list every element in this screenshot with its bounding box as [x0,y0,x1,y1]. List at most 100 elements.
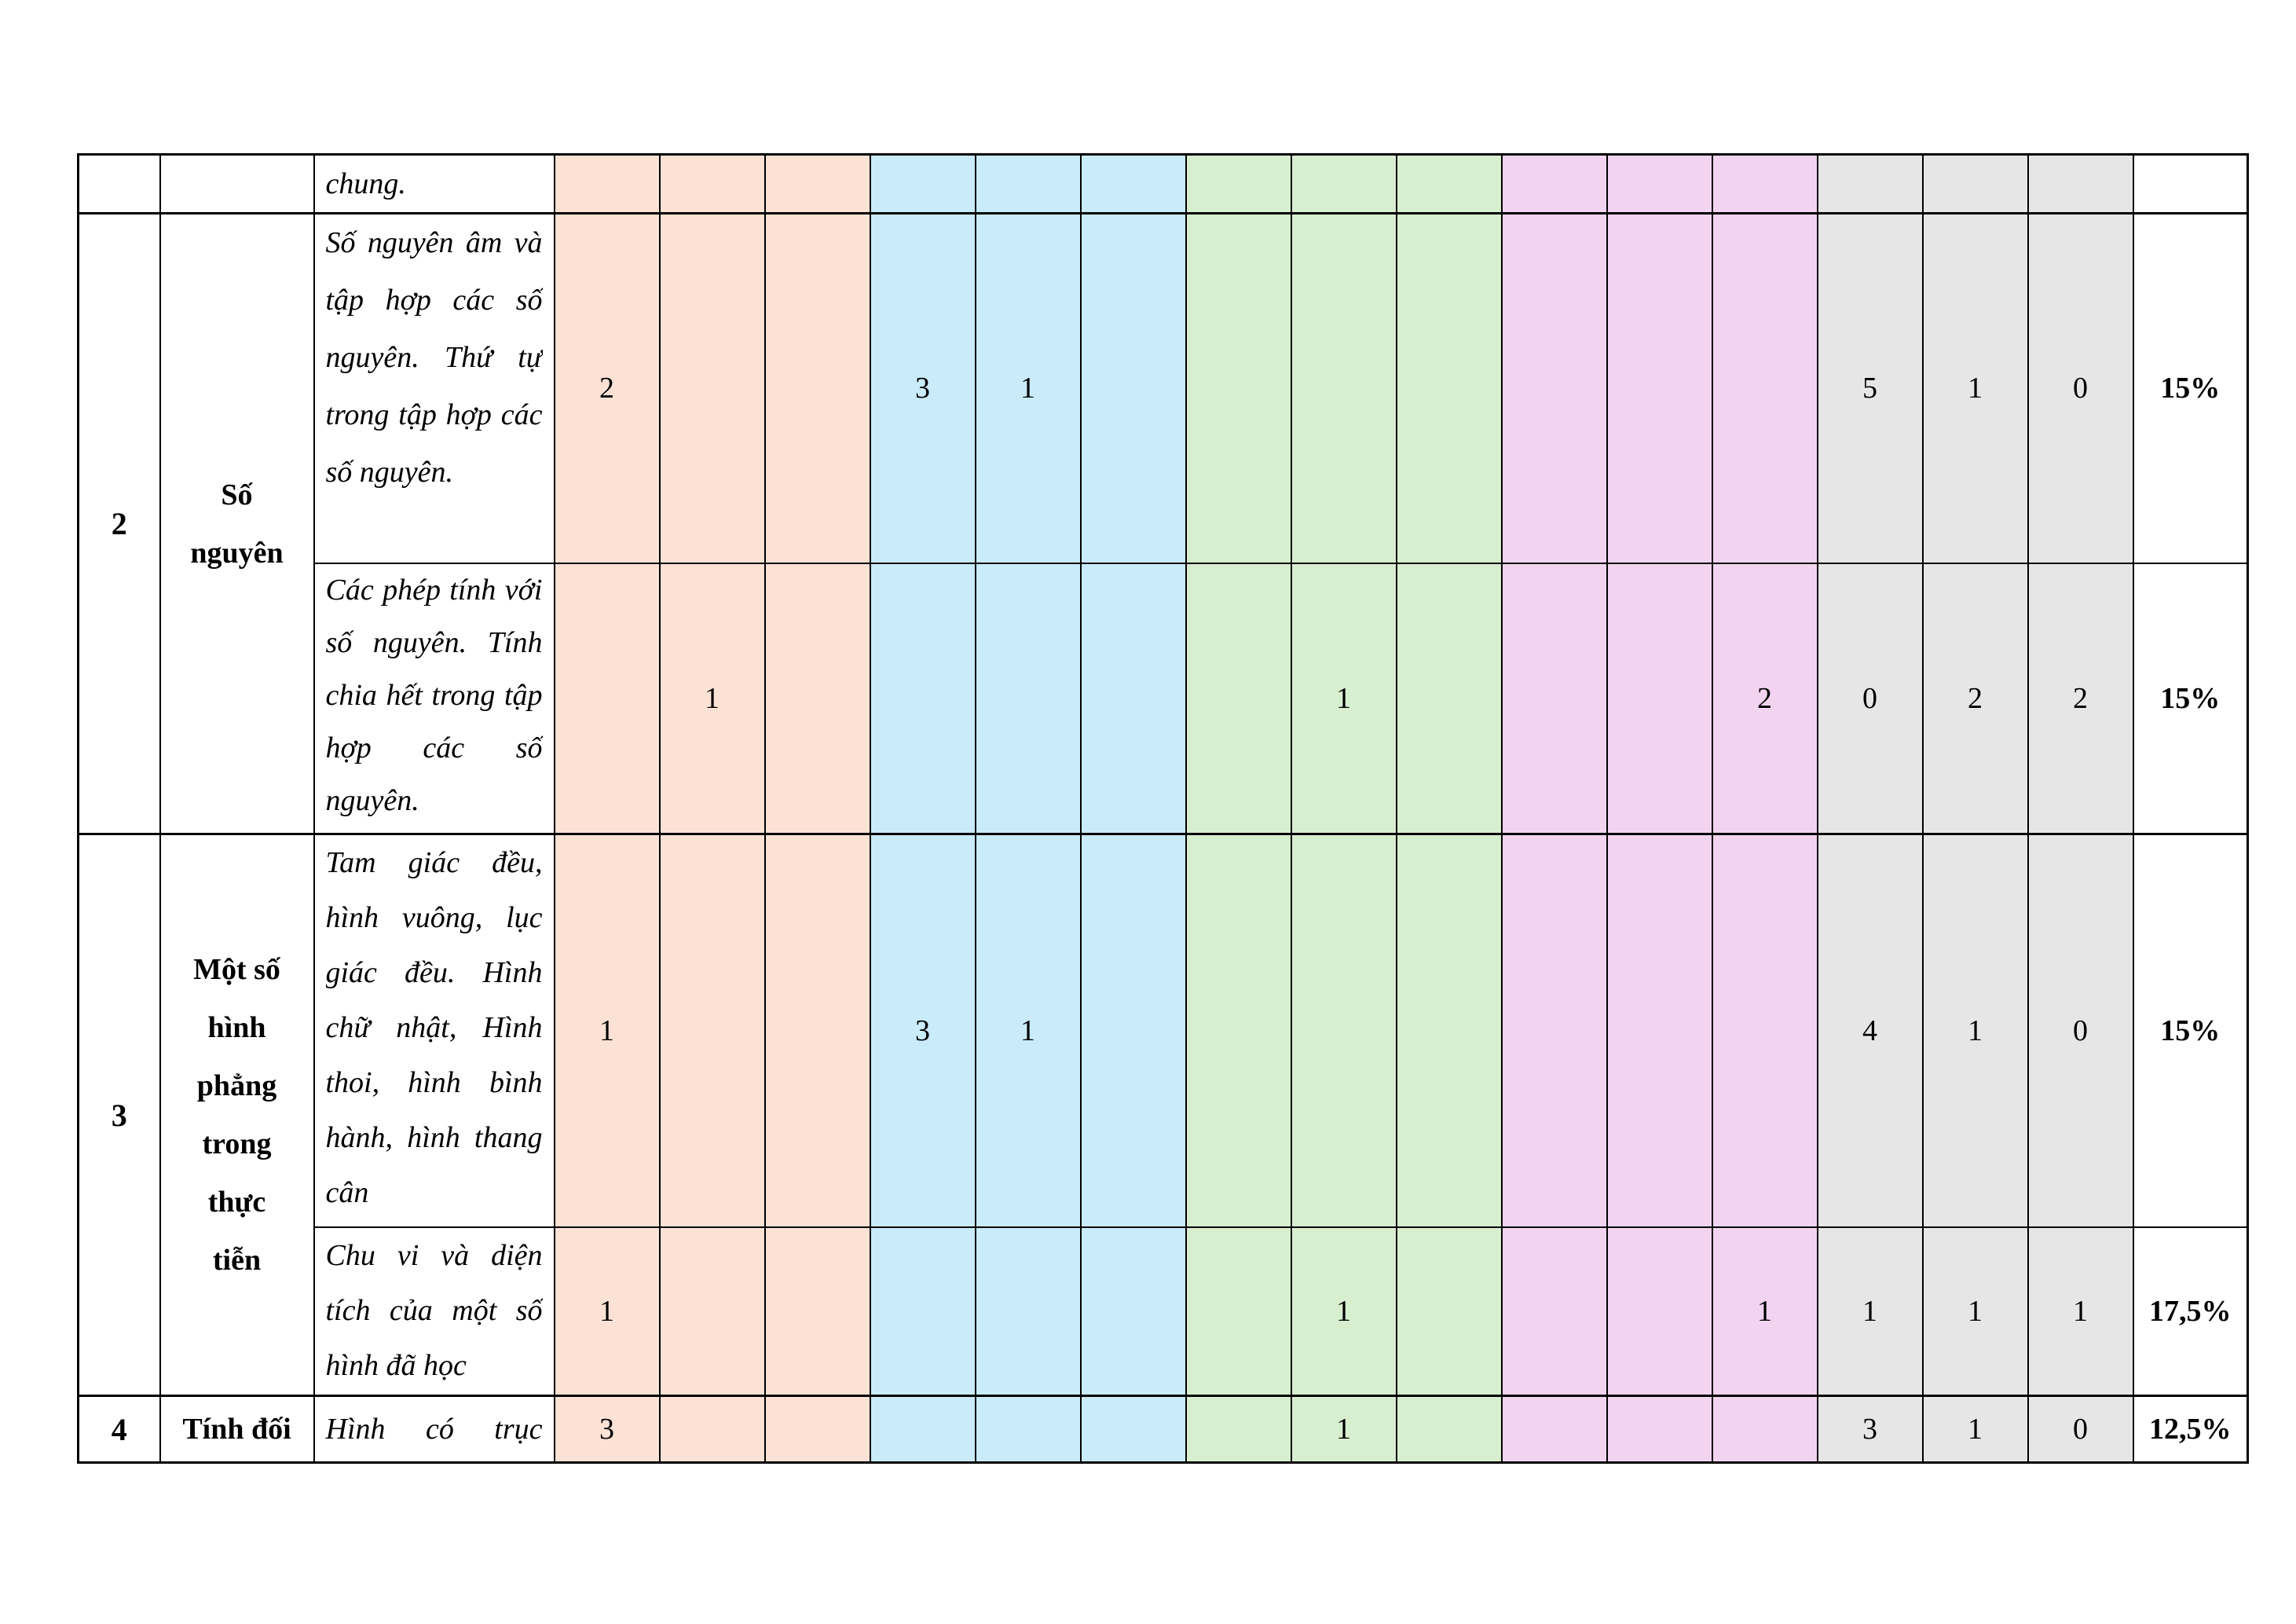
count-cell [658,153,766,214]
content-text: Tam giác đều, hình vuông, lục giác đều. … [325,846,543,1209]
count-cell: 3 [869,212,976,564]
count-cell [1500,1395,1608,1464]
table-row: Các phép tính với số nguyên. Tính chia h… [79,562,2249,835]
count-cell [974,1226,1082,1397]
count-cell [1500,212,1608,564]
count-cell [764,212,871,564]
count-cell [553,153,661,214]
count-cell: 1 [1290,562,1397,835]
count-cell [1079,153,1187,214]
count-cell [974,153,1082,214]
count-cell: 1 [1290,1395,1397,1464]
count-cell [1606,833,1713,1228]
count-cell [1395,212,1503,564]
percent-cell: 15% [2132,833,2249,1228]
count-cell [1185,212,1292,564]
content-text: Các phép tính với số nguyên. Tính chia h… [325,573,543,817]
count-cell: 3 [1816,1395,1924,1464]
content-cell: Số nguyên âm và tập hợp các số nguyên. T… [313,212,555,564]
content-cell: Các phép tính với số nguyên. Tính chia h… [313,562,555,835]
content-cell: Hình có trục [313,1395,555,1464]
count-cell: 1 [1290,1226,1397,1397]
topic-cell [159,153,315,214]
count-cell [553,562,661,835]
row-number-cell [77,153,161,214]
count-cell: 1 [974,833,1082,1228]
count-cell: 0 [2027,833,2134,1228]
count-cell [1079,562,1187,835]
count-cell: 0 [1816,562,1924,835]
count-cell [764,562,871,835]
count-cell [1079,833,1187,1228]
percent-cell [2132,153,2249,214]
count-cell [974,1395,1082,1464]
count-cell [1185,833,1292,1228]
count-cell [1500,833,1608,1228]
table-row: Chu vi và diện tích của một số hình đã h… [79,1226,2249,1397]
row-number-cell: 2 [77,212,161,835]
topic-cell: Số nguyên [159,212,315,835]
count-cell [1079,1395,1187,1464]
count-cell [1711,1395,1818,1464]
count-cell [1500,153,1608,214]
count-cell: 3 [869,833,976,1228]
count-cell [1290,833,1397,1228]
percent-cell: 17,5% [2132,1226,2249,1397]
topic-cell: Một số hình phẳng trong thực tiễn [159,833,315,1397]
count-cell: 1 [1816,1226,1924,1397]
percent-cell: 12,5% [2132,1395,2249,1464]
exam-specification-matrix-table: chung. 2 Số nguyên Số nguyên âm và tập h… [77,153,2249,1464]
count-cell [1606,562,1713,835]
row-number-cell: 4 [77,1395,161,1464]
table-row: 4 Tính đối Hình có trục 3 1 3 1 0 12,5% [77,1395,2249,1464]
count-cell [1500,562,1608,835]
count-cell [658,1395,766,1464]
count-cell [658,212,766,564]
content-text: Chu vi và diện tích của một số hình đã h… [325,1238,543,1382]
count-cell: 1 [1921,1395,2029,1464]
count-cell [1395,562,1503,835]
count-cell [764,1226,871,1397]
percent-cell: 15% [2132,212,2249,564]
count-cell [764,1395,871,1464]
count-cell [764,153,871,214]
count-cell [1711,153,1818,214]
count-cell [1395,1395,1503,1464]
count-cell [869,562,976,835]
count-cell [1606,153,1713,214]
count-cell [869,153,976,214]
row-number-cell: 3 [77,833,161,1397]
content-cell: chung. [313,153,555,214]
table-row: 2 Số nguyên Số nguyên âm và tập hợp các … [77,212,2249,835]
count-cell [658,1226,766,1397]
count-cell [1185,153,1292,214]
count-cell [869,1226,976,1397]
count-cell: 1 [658,562,766,835]
count-cell: 0 [2027,212,2134,564]
count-cell [1606,212,1713,564]
count-cell [1816,153,1924,214]
count-cell [869,1395,976,1464]
count-cell [1185,1395,1292,1464]
count-cell [1606,1395,1713,1464]
count-cell [1921,153,2029,214]
content-cell: Chu vi và diện tích của một số hình đã h… [313,1226,555,1397]
content-cell: Tam giác đều, hình vuông, lục giác đều. … [313,833,555,1228]
topic-cell: Tính đối [159,1395,315,1464]
count-cell: 2 [553,212,661,564]
count-cell: 3 [553,1395,661,1464]
count-cell [1185,1226,1292,1397]
count-cell: 1 [553,833,661,1228]
count-cell: 4 [1816,833,1924,1228]
count-cell [1500,1226,1608,1397]
count-cell: 0 [2027,1395,2134,1464]
count-cell [1079,212,1187,564]
count-cell [1185,562,1292,835]
count-cell [2027,153,2134,214]
count-cell: 1 [2027,1226,2134,1397]
count-cell [1290,212,1397,564]
count-cell [1711,833,1818,1228]
content-text: Số nguyên âm và tập hợp các số nguyên. T… [325,226,543,489]
count-cell [1395,1226,1503,1397]
